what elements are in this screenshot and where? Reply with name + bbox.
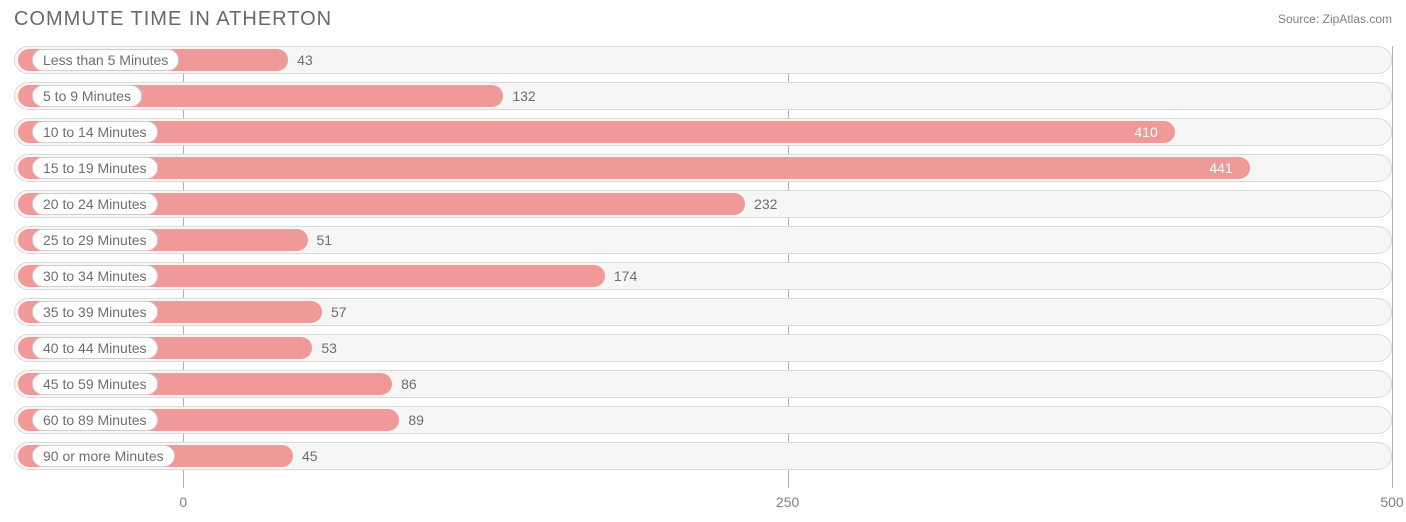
bar-track bbox=[14, 442, 1392, 470]
value-label: 86 bbox=[401, 376, 417, 392]
x-tick-label: 0 bbox=[179, 494, 187, 510]
bar-track bbox=[14, 262, 1392, 290]
value-label: 51 bbox=[317, 232, 333, 248]
value-label: 410 bbox=[1134, 124, 1157, 140]
category-label: 15 to 19 Minutes bbox=[32, 157, 158, 179]
category-label: 20 to 24 Minutes bbox=[32, 193, 158, 215]
bar-track bbox=[14, 82, 1392, 110]
bar-track bbox=[14, 334, 1392, 362]
source-name: ZipAtlas.com bbox=[1323, 12, 1392, 26]
x-tick-label: 500 bbox=[1380, 494, 1403, 510]
source-attribution: Source: ZipAtlas.com bbox=[1278, 12, 1392, 26]
value-label: 43 bbox=[297, 52, 313, 68]
plot-area: Less than 5 Minutes 43 5 to 9 Minutes 132 10… bbox=[14, 46, 1392, 488]
value-label: 57 bbox=[331, 304, 347, 320]
value-label: 45 bbox=[302, 448, 318, 464]
bar-track bbox=[14, 118, 1392, 146]
bar-track bbox=[14, 226, 1392, 254]
value-label: 132 bbox=[512, 88, 535, 104]
bar-track bbox=[14, 46, 1392, 74]
grid-line bbox=[1392, 46, 1393, 488]
x-tick-label: 250 bbox=[776, 494, 799, 510]
bar bbox=[18, 121, 1175, 143]
bar-track bbox=[14, 190, 1392, 218]
chart-container: COMMUTE TIME IN ATHERTON Source: ZipAtla… bbox=[0, 0, 1406, 522]
category-label: 10 to 14 Minutes bbox=[32, 121, 158, 143]
chart-title: COMMUTE TIME IN ATHERTON bbox=[14, 8, 332, 31]
bar bbox=[18, 157, 1250, 179]
bar-track bbox=[14, 154, 1392, 182]
bar-track bbox=[14, 406, 1392, 434]
category-label: 5 to 9 Minutes bbox=[32, 85, 142, 107]
bar-track bbox=[14, 370, 1392, 398]
bar-track bbox=[14, 298, 1392, 326]
category-label: 90 or more Minutes bbox=[32, 445, 175, 467]
category-label: 35 to 39 Minutes bbox=[32, 301, 158, 323]
source-label: Source: bbox=[1278, 12, 1319, 26]
category-label: 60 to 89 Minutes bbox=[32, 409, 158, 431]
category-label: 45 to 59 Minutes bbox=[32, 373, 158, 395]
x-axis: 0250500 bbox=[14, 494, 1392, 514]
value-label: 89 bbox=[408, 412, 424, 428]
value-label: 53 bbox=[321, 340, 337, 356]
category-label: Less than 5 Minutes bbox=[32, 49, 179, 71]
value-label: 232 bbox=[754, 196, 777, 212]
value-label: 441 bbox=[1209, 160, 1232, 176]
value-label: 174 bbox=[614, 268, 637, 284]
category-label: 40 to 44 Minutes bbox=[32, 337, 158, 359]
category-label: 30 to 34 Minutes bbox=[32, 265, 158, 287]
category-label: 25 to 29 Minutes bbox=[32, 229, 158, 251]
